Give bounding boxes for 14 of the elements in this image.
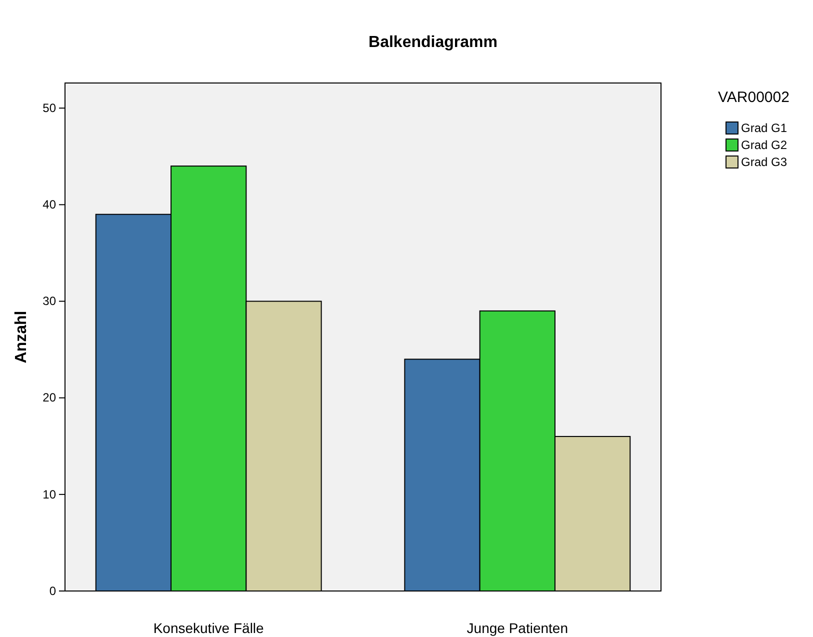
y-axis-title: Anzahl [13,310,30,364]
y-tick-label: 30 [42,294,56,308]
legend-label: Grad G1 [741,121,788,135]
y-tick-label: 20 [42,390,56,405]
y-tick-label: 40 [42,198,56,212]
y-tick-label: 10 [42,487,56,502]
x-tick-label: Konsekutive Fälle [153,620,264,636]
legend-label: Grad G3 [741,155,788,169]
y-tick-label: 0 [49,584,56,598]
y-tick-label: 50 [42,100,56,115]
legend-title: VAR00002 [718,89,790,106]
x-tick-label: Junge Patienten [466,620,568,636]
chart-title: Balkendiagramm [368,34,498,51]
legend-label: Grad G2 [741,138,788,152]
